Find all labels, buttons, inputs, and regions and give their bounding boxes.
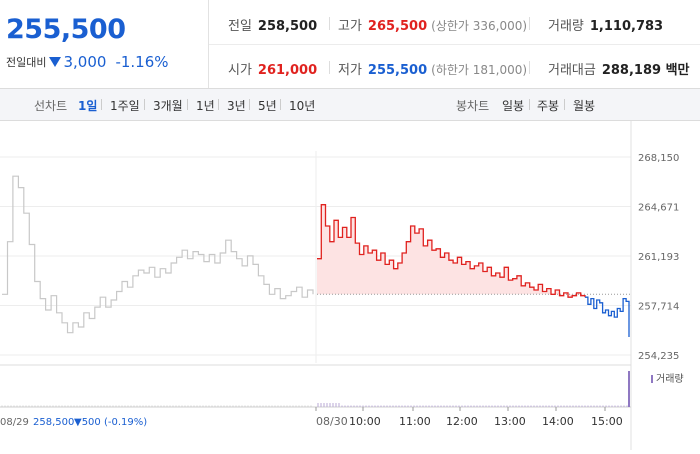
- price-chart-svg[interactable]: 268,150 264,671 261,193 257,714 254,235 거래량 08…: [0, 121, 700, 450]
- chart-tab-bar: 선차트 1일 1주일 3개월 1년 3년 5년 10년 봉차트 일봉 주봉 월봉: [0, 89, 700, 121]
- tab-divider: [144, 99, 145, 110]
- divider: [529, 17, 530, 30]
- stat-value: 261,000: [257, 63, 318, 78]
- price-box: 255,500 전일대비 3,000 -1.16%: [0, 0, 209, 88]
- candle-chart-label: 봉차트: [456, 99, 490, 113]
- tab-divider: [249, 99, 250, 110]
- change-value: 3,000: [63, 53, 107, 71]
- tab-divider: [218, 99, 219, 110]
- tab-10year[interactable]: 10년: [289, 99, 316, 113]
- stat-value: 1,110,783: [589, 19, 664, 34]
- tab-1day[interactable]: 1일: [78, 99, 98, 113]
- prev-day-change: ▼500 (-0.19%): [74, 417, 147, 428]
- today-up-line: [317, 204, 586, 298]
- stat-value: 265,500: [367, 19, 428, 34]
- y-tick-label: 268,150: [638, 153, 679, 164]
- stat-label: 거래량: [548, 19, 584, 34]
- x-tick-label: 10:00: [349, 415, 381, 428]
- prev-day-line: [2, 175, 314, 334]
- tab-monthly-candle[interactable]: 월봉: [573, 99, 596, 113]
- tab-divider: [564, 99, 565, 110]
- tab-3month[interactable]: 3개월: [153, 99, 183, 113]
- change-row: 전일대비 3,000 -1.16%: [6, 53, 169, 71]
- prev-day-date: 08/29: [0, 417, 29, 428]
- stat-label: 전일: [228, 19, 252, 34]
- change-percent: -1.16%: [115, 53, 169, 71]
- stat-prev-close: 전일 258,500: [228, 15, 317, 34]
- lower-limit: (하한가 181,000): [431, 63, 528, 77]
- today-up-area: [317, 204, 585, 298]
- tab-divider: [101, 99, 102, 110]
- stat-value: 288,189 백만: [601, 63, 690, 78]
- x-tick-label: 15:00: [591, 415, 623, 428]
- y-tick-label: 254,235: [638, 351, 679, 362]
- y-tick-label: 257,714: [638, 302, 679, 313]
- tab-weekly-candle[interactable]: 주봉: [537, 99, 560, 113]
- tab-5year[interactable]: 5년: [258, 99, 277, 113]
- divider: [329, 61, 330, 74]
- upper-limit: (상한가 336,000): [431, 19, 528, 33]
- tab-daily-candle[interactable]: 일봉: [502, 99, 525, 113]
- stat-value: 258,500: [257, 19, 318, 34]
- stat-label: 고가: [338, 19, 362, 34]
- stat-value: 255,500: [367, 63, 428, 78]
- current-price: 255,500: [6, 14, 126, 45]
- row-divider: [209, 44, 700, 45]
- stat-low: 저가 255,500 (하한가 181,000): [338, 59, 527, 78]
- stat-high: 고가 265,500 (상한가 336,000): [338, 15, 527, 34]
- down-triangle-icon: [49, 57, 62, 67]
- x-tick-label: 11:00: [399, 415, 431, 428]
- x-tick-label: 14:00: [542, 415, 574, 428]
- tab-divider: [529, 99, 530, 110]
- change-label: 전일대비: [6, 56, 47, 69]
- x-tick-label: 08/30: [316, 415, 348, 428]
- today-down-line: [585, 296, 630, 337]
- tab-divider: [187, 99, 188, 110]
- x-tick-label: 13:00: [494, 415, 526, 428]
- x-tick-label: 12:00: [446, 415, 478, 428]
- prev-day-close: 258,500: [33, 417, 74, 428]
- tab-divider: [280, 99, 281, 110]
- stat-label: 저가: [338, 63, 362, 78]
- volume-legend-label: 거래량: [656, 373, 684, 385]
- line-chart-label: 선차트: [34, 99, 68, 113]
- divider: [329, 17, 330, 30]
- stat-label: 거래대금: [548, 63, 596, 78]
- tab-1year[interactable]: 1년: [196, 99, 215, 113]
- tab-3year[interactable]: 3년: [227, 99, 246, 113]
- volume-legend-swatch: [651, 375, 653, 383]
- divider: [529, 61, 530, 74]
- quote-header: 255,500 전일대비 3,000 -1.16% 전일 258,500 고가 26…: [0, 0, 700, 89]
- y-tick-label: 261,193: [638, 252, 679, 263]
- stat-label: 시가: [228, 63, 252, 78]
- y-tick-label: 264,671: [638, 203, 679, 214]
- stat-amount: 거래대금 288,189 백만: [548, 59, 690, 78]
- stat-open: 시가 261,000: [228, 59, 317, 78]
- stat-volume: 거래량 1,110,783: [548, 15, 663, 34]
- price-chart[interactable]: 268,150 264,671 261,193 257,714 254,235 거래량 08…: [0, 121, 700, 450]
- tab-1week[interactable]: 1주일: [110, 99, 140, 113]
